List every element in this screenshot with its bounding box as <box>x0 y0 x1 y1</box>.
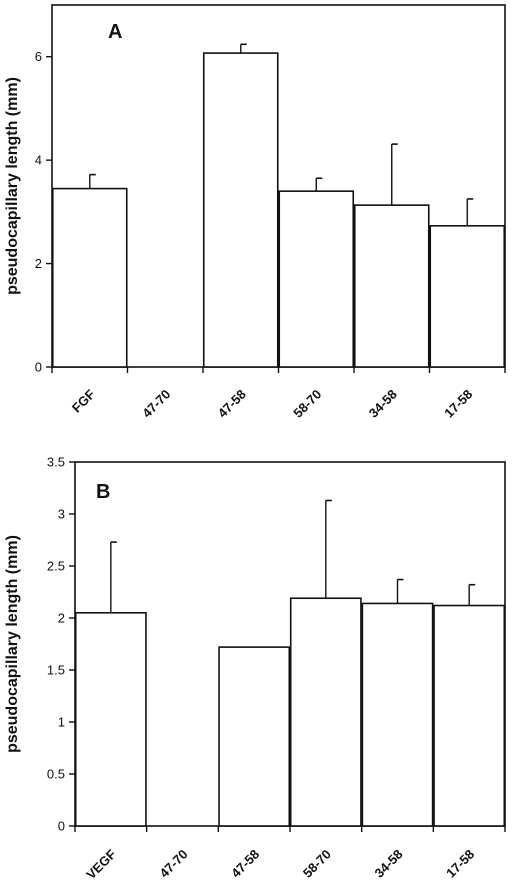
panel-b-category-label: 58-70 <box>300 847 334 881</box>
panel-a-y-tick-label: 6 <box>35 49 42 64</box>
panel-b-y-tick-label: 2.5 <box>47 559 65 574</box>
panel-a-bar-FGF <box>51 187 128 368</box>
panel-a-category-label: FGF <box>69 386 98 415</box>
panel-b-y-axis-title: pseudocapillary length (mm) <box>4 535 21 753</box>
panel-b-bar-58-70 <box>289 597 362 827</box>
panel-b-letter: B <box>96 481 110 503</box>
panel-b-bar-34-58 <box>361 602 434 827</box>
panel-a-category-label: 47-70 <box>139 387 173 421</box>
panel-a-category-label: 17-58 <box>441 387 475 421</box>
panel-a-bar-47-58 <box>202 52 279 368</box>
panel-a-letter: A <box>108 21 122 43</box>
panel-a-y-tick-label: 2 <box>35 256 42 271</box>
panel-b-category-label: VEGF <box>83 846 119 882</box>
panel-b-y-tick-label: 0.5 <box>47 767 65 782</box>
panel-b-chart: 0 0.5 1 1.5 2 2.5 3 3.5 VEGF 47-70 47-58 58-70 34-58… <box>4 455 506 882</box>
panel-a-category-label: 58-70 <box>290 387 324 421</box>
panel-b-y-tick-label: 2 <box>58 611 65 626</box>
panel-b-category-label: 47-58 <box>228 847 262 881</box>
panel-b-y-tick-label: 1.5 <box>47 663 65 678</box>
panel-b-y-tick-label: 0 <box>58 819 65 834</box>
panel-a-category-label: 34-58 <box>366 387 400 421</box>
panel-b-category-label: 17-58 <box>443 847 477 881</box>
panel-b-y-tick-label: 3 <box>58 507 65 522</box>
panel-b-category-label: 47-70 <box>157 847 191 881</box>
panel-a-y-tick-label: 0 <box>35 360 42 375</box>
panel-a-y-axis-title: pseudocapillary length (mm) <box>4 77 21 295</box>
panel-a-bar-34-58 <box>353 204 430 368</box>
panel-a-bar-58-70 <box>278 190 355 368</box>
panel-b-category-label: 34-58 <box>372 847 406 881</box>
panel-a-category-label: 47-58 <box>215 387 249 421</box>
panel-a-y-tick-label: 4 <box>35 153 42 168</box>
panel-a-bar-17-58 <box>429 225 506 368</box>
panel-a-chart: 0 2 4 6 FGF 47-70 47-58 58-70 34-58 17-58 Apseudoc… <box>4 4 506 421</box>
panel-b-bar-47-58 <box>218 646 291 827</box>
panel-b-y-tick-label: 1 <box>58 715 65 730</box>
panel-b-bar-VEGF <box>74 611 147 827</box>
panel-b-y-tick-label: 3.5 <box>47 455 65 470</box>
panel-b-bar-17-58 <box>433 604 506 827</box>
